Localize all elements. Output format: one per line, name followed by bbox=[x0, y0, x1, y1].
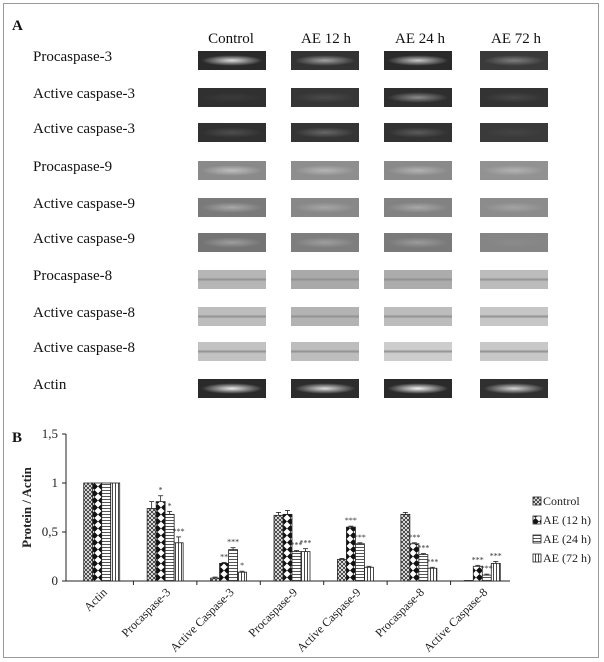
figure-frame bbox=[3, 3, 599, 658]
blot-row-label: Procaspase-8 bbox=[33, 268, 113, 284]
blot-band bbox=[198, 198, 266, 217]
blot-band bbox=[198, 270, 266, 289]
blot-band bbox=[384, 161, 452, 180]
blot-band bbox=[384, 88, 452, 107]
blot-band bbox=[198, 379, 266, 398]
blot-row-label: Active caspase-9 bbox=[33, 231, 136, 247]
blot-band bbox=[480, 161, 548, 180]
blot-band bbox=[480, 342, 548, 361]
blot-band bbox=[384, 198, 452, 217]
blot-band bbox=[384, 123, 452, 142]
blot-row-label: Active caspase-9 bbox=[33, 196, 136, 212]
blot-band bbox=[480, 123, 548, 142]
blot-band bbox=[480, 379, 548, 398]
blot-band bbox=[480, 51, 548, 70]
blot-column-label: AE 72 h bbox=[491, 31, 541, 47]
blot-band bbox=[384, 270, 452, 289]
blot-band bbox=[198, 161, 266, 180]
blot-row-label: Active caspase-3 bbox=[33, 121, 136, 137]
blot-band bbox=[198, 123, 266, 142]
blot-band bbox=[291, 307, 359, 326]
blot-row-label: Active caspase-3 bbox=[33, 86, 136, 102]
blot-band bbox=[198, 88, 266, 107]
blot-band bbox=[384, 233, 452, 252]
blot-band bbox=[291, 198, 359, 217]
blot-band bbox=[198, 342, 266, 361]
blot-row-label: Procaspase-3 bbox=[33, 49, 113, 65]
blot-band bbox=[291, 88, 359, 107]
blot-band bbox=[291, 270, 359, 289]
blot-row-label: Active caspase-8 bbox=[33, 340, 136, 356]
blot-band bbox=[480, 198, 548, 217]
blot-band bbox=[480, 270, 548, 289]
blot-band bbox=[480, 307, 548, 326]
blot-band bbox=[480, 233, 548, 252]
blot-band bbox=[291, 233, 359, 252]
blot-band bbox=[291, 51, 359, 70]
blot-band bbox=[384, 342, 452, 361]
blot-column-label: AE 24 h bbox=[395, 31, 445, 47]
blot-row-label: Actin bbox=[33, 377, 67, 393]
blot-band bbox=[384, 379, 452, 398]
blot-band bbox=[291, 123, 359, 142]
blot-band bbox=[198, 307, 266, 326]
blot-column-label: AE 12 h bbox=[301, 31, 351, 47]
blot-row-label: Active caspase-8 bbox=[33, 305, 136, 321]
blot-band bbox=[198, 233, 266, 252]
blot-band bbox=[291, 161, 359, 180]
blot-band bbox=[291, 342, 359, 361]
blot-band bbox=[384, 307, 452, 326]
blot-band bbox=[384, 51, 452, 70]
blot-band bbox=[480, 88, 548, 107]
blot-band bbox=[291, 379, 359, 398]
panel-label-a: A bbox=[12, 18, 23, 34]
blot-row-label: Procaspase-9 bbox=[33, 159, 113, 175]
panel-label-b: B bbox=[12, 430, 23, 446]
blot-column-label: Control bbox=[208, 31, 254, 47]
blot-band bbox=[198, 51, 266, 70]
